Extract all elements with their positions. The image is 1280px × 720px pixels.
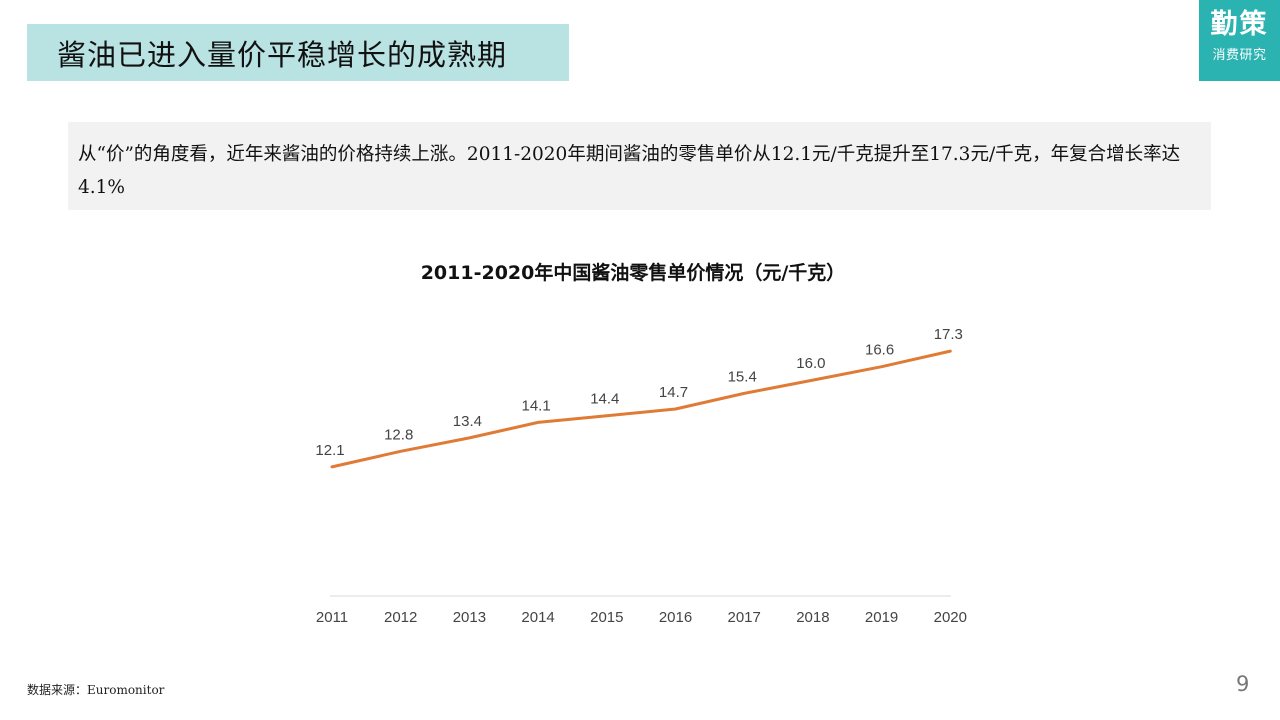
brand-logo: 勤策 消费研究 (1199, 0, 1280, 81)
data-label: 13.4 (453, 413, 482, 430)
series-line (330, 349, 952, 469)
data-label: 14.7 (659, 384, 688, 401)
data-label: 17.3 (934, 326, 963, 343)
x-tick-label: 2014 (521, 609, 554, 626)
x-tick-label: 2019 (865, 609, 898, 626)
data-label: 12.1 (315, 442, 344, 459)
page-title: 酱油已进入量价平稳增长的成熟期 (57, 37, 508, 72)
page-number: 9 (1236, 672, 1250, 696)
x-tick-label: 2013 (453, 609, 486, 626)
logo-sub-text: 消费研究 (1212, 48, 1267, 63)
chart-title: 2011-2020年中国酱油零售单价情况（元/千克） (420, 262, 846, 284)
x-tick-label: 2011 (316, 609, 348, 626)
logo-main-text: 勤策 (1210, 9, 1269, 40)
data-label: 12.8 (384, 426, 413, 443)
data-label: 16.6 (865, 342, 894, 359)
description-box: 从“价”的角度看，近年来酱油的价格持续上涨。2011-2020年期间酱油的零售单… (68, 122, 1211, 210)
x-tick-label: 2016 (659, 609, 692, 626)
data-label: 16.0 (796, 355, 825, 372)
x-tick-label: 2012 (384, 609, 417, 626)
x-tick-label: 2017 (728, 609, 761, 626)
description-text: 从“价”的角度看，近年来酱油的价格持续上涨。2011-2020年期间酱油的零售单… (78, 144, 1181, 198)
source-note: 数据来源：Euromonitor (27, 683, 165, 697)
data-label: 14.1 (521, 397, 550, 414)
data-label: 15.4 (728, 368, 757, 385)
x-tick-label: 2018 (796, 609, 829, 626)
data-label: 14.4 (590, 391, 619, 408)
x-tick-label: 2020 (934, 609, 967, 626)
title-banner: 酱油已进入量价平稳增长的成熟期 (27, 24, 569, 81)
x-tick-label: 2015 (590, 609, 623, 626)
